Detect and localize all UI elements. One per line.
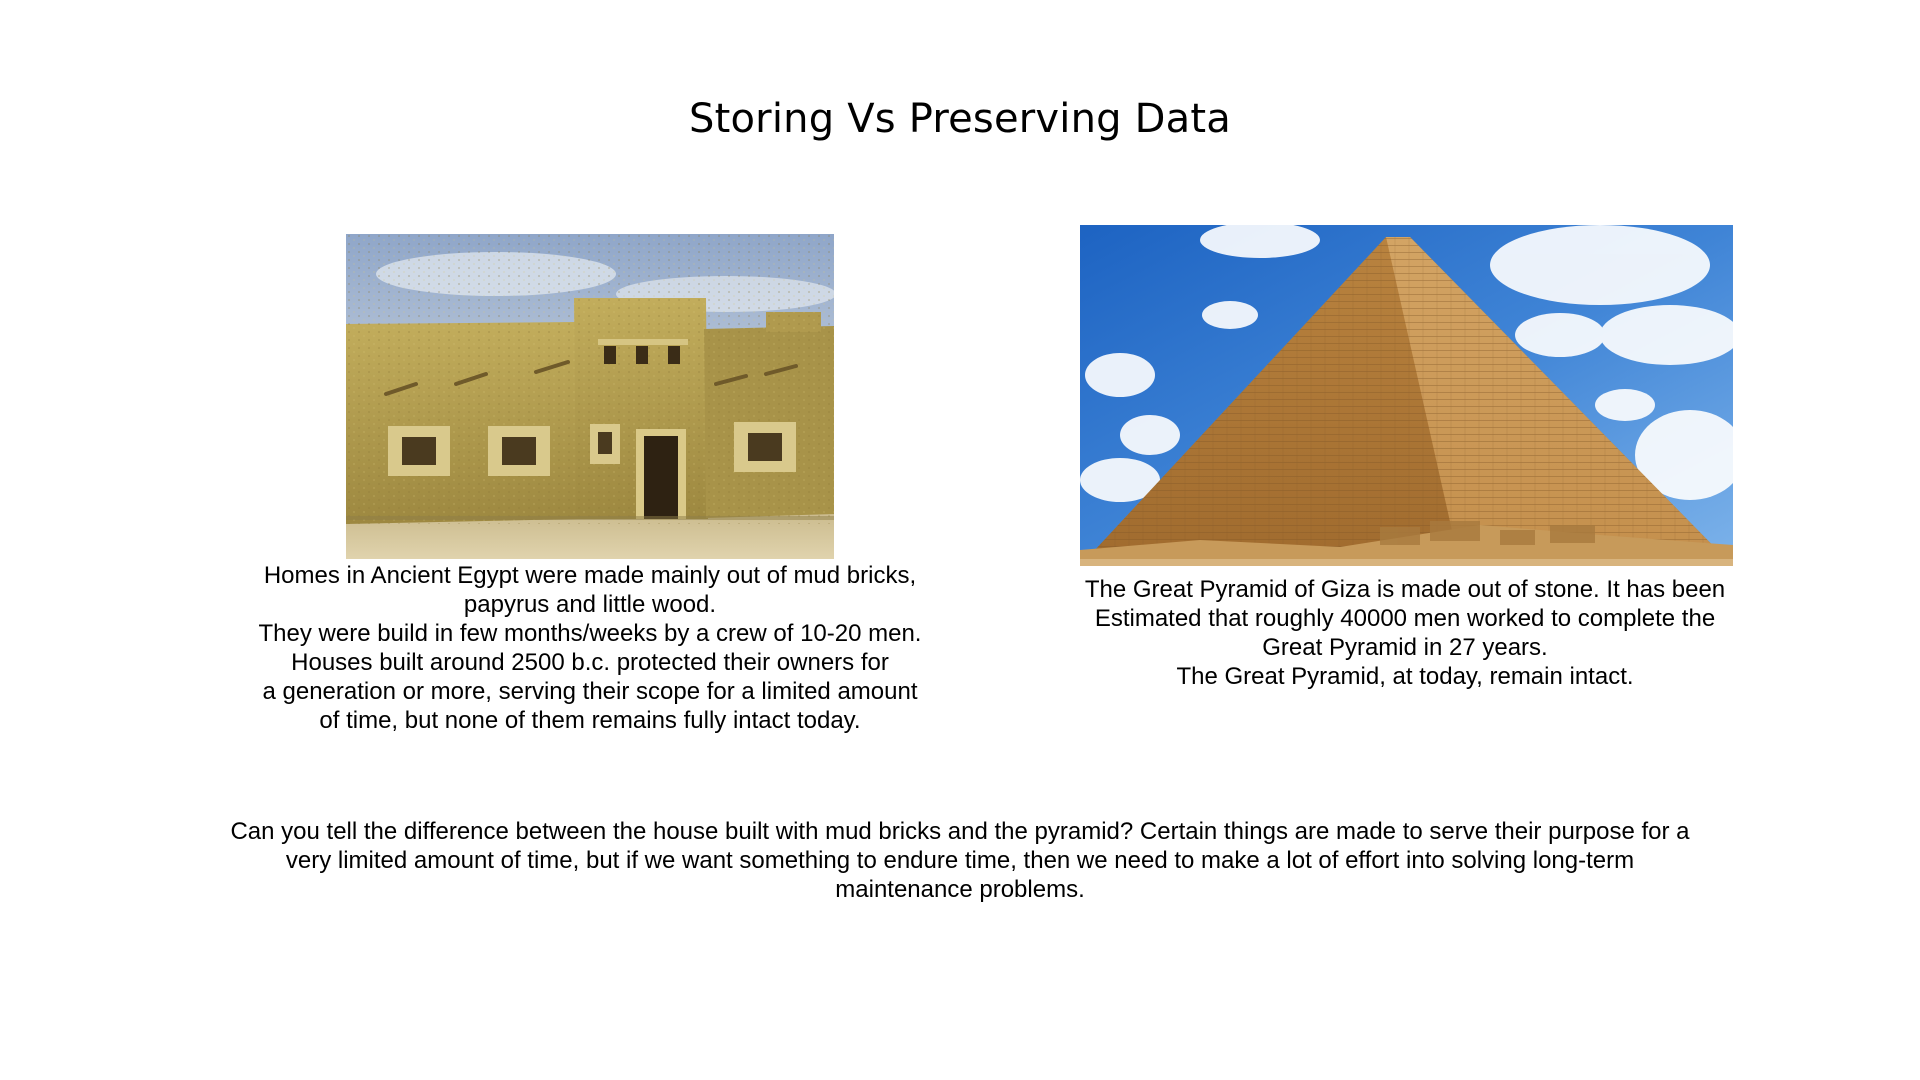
slide-title: Storing Vs Preserving Data bbox=[689, 96, 1231, 142]
conclusion-paragraph: Can you tell the difference between the … bbox=[180, 817, 1740, 904]
house-caption-line: papyrus and little wood. bbox=[463, 591, 717, 618]
pyramid-caption-line: Great Pyramid in 27 years. bbox=[1262, 634, 1548, 661]
pyramid-caption-line: The Great Pyramid of Giza is made out of… bbox=[1084, 576, 1726, 603]
house-caption-line: Houses built around 2500 b.c. protected … bbox=[291, 649, 889, 676]
great-pyramid-image bbox=[1080, 225, 1733, 566]
house-caption-line: They were build in few months/weeks by a… bbox=[258, 620, 922, 647]
conclusion-line: very limited amount of time, but if we w… bbox=[285, 847, 1635, 874]
house-caption-line: Homes in Ancient Egypt were made mainly … bbox=[263, 562, 917, 589]
pyramid-caption-line: The Great Pyramid, at today, remain inta… bbox=[1176, 663, 1634, 690]
conclusion-line: maintenance problems. bbox=[835, 876, 1085, 903]
conclusion-line: Can you tell the difference between the … bbox=[230, 818, 1690, 845]
mud-brick-house-image bbox=[346, 234, 834, 559]
house-caption-line: of time, but none of them remains fully … bbox=[319, 707, 861, 734]
house-caption-line: a generation or more, serving their scop… bbox=[262, 678, 918, 705]
pyramid-caption-line: Estimated that roughly 40000 men worked … bbox=[1094, 605, 1716, 632]
house-caption: Homes in Ancient Egypt were made mainly … bbox=[230, 561, 950, 735]
pyramid-caption: The Great Pyramid of Giza is made out of… bbox=[1040, 575, 1770, 691]
